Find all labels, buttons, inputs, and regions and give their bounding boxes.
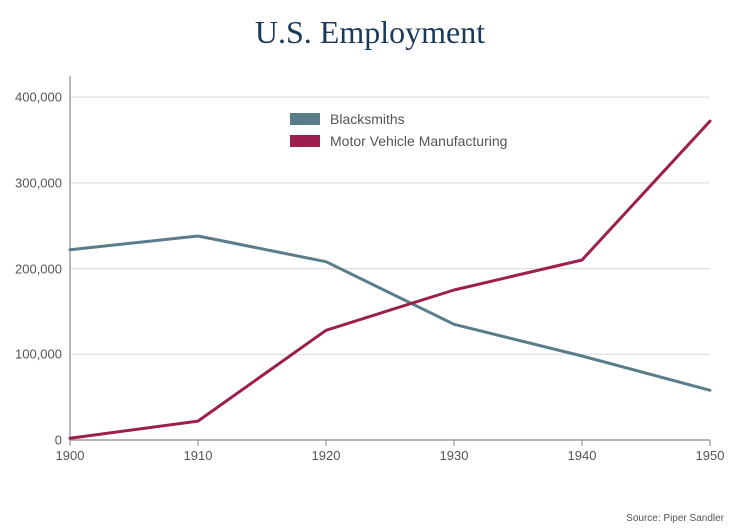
y-tick-label: 300,000 xyxy=(15,175,62,190)
series-line xyxy=(70,121,710,438)
y-tick-label: 200,000 xyxy=(15,261,62,276)
y-tick-label: 0 xyxy=(55,433,62,448)
legend-swatch xyxy=(290,135,320,147)
x-tick-label: 1930 xyxy=(440,448,469,463)
x-tick-label: 1940 xyxy=(568,448,597,463)
chart-area: 0 100,000 200,000 300,000 400,000 1900 1910 19… xyxy=(0,70,740,490)
x-tick-label: 1950 xyxy=(696,448,725,463)
legend-item: Blacksmiths xyxy=(290,108,507,130)
y-tick-label: 400,000 xyxy=(15,90,62,105)
legend-swatch xyxy=(290,113,320,125)
x-tick-label: 1920 xyxy=(312,448,341,463)
legend: Blacksmiths Motor Vehicle Manufacturing xyxy=(290,108,507,152)
chart-title: U.S. Employment xyxy=(0,14,740,51)
legend-item: Motor Vehicle Manufacturing xyxy=(290,130,507,152)
legend-label: Motor Vehicle Manufacturing xyxy=(330,133,507,149)
source-attribution: Source: Piper Sandler xyxy=(626,513,724,524)
x-tick-label: 1900 xyxy=(56,448,85,463)
x-tick-label: 1910 xyxy=(184,448,213,463)
y-tick-label: 100,000 xyxy=(15,347,62,362)
legend-label: Blacksmiths xyxy=(330,111,405,127)
series-line xyxy=(70,236,710,390)
